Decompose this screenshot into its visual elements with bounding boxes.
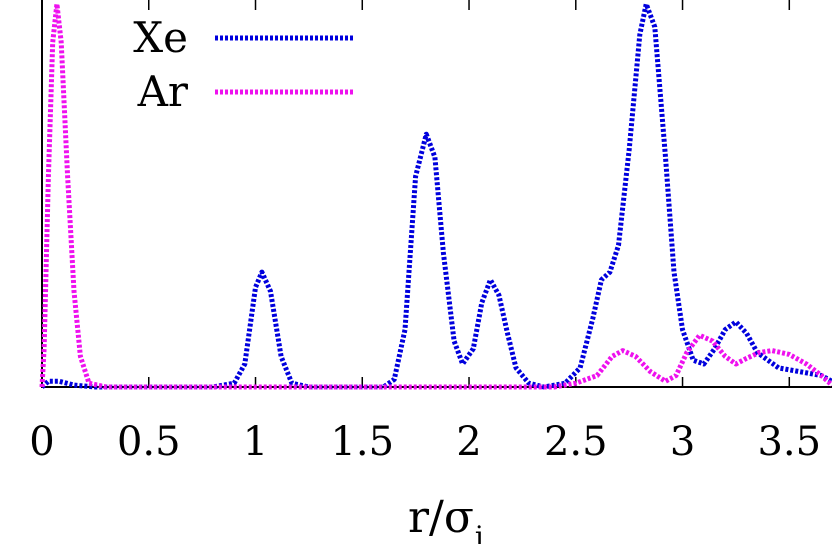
x-axis-ticks: 0 0.5 1 1.5 2 2.5 3 3.5 (29, 0, 821, 465)
legend-label-ar: Ar (137, 67, 189, 116)
x-tick-label: 2 (456, 419, 481, 465)
x-axis-label-subscript: i (475, 520, 484, 544)
legend: Xe Ar (133, 13, 355, 116)
x-axis-title: r/σ i (408, 492, 484, 544)
x-axis-label: r/σ (408, 492, 474, 543)
plot-border (41, 0, 832, 388)
x-tick-label: 1.5 (330, 419, 394, 465)
x-tick-label: 1 (243, 419, 268, 465)
x-tick-label: 3.5 (757, 419, 821, 465)
series-line-xe (40, 1, 832, 390)
series-layer (39, 1, 832, 390)
x-tick-label: 2.5 (544, 419, 608, 465)
legend-label-xe: Xe (133, 13, 188, 62)
x-tick-label: 3 (670, 419, 695, 465)
x-tick-label: 0.5 (117, 419, 181, 465)
x-tick-label: 0 (29, 419, 54, 465)
plot-frame (41, 0, 832, 388)
